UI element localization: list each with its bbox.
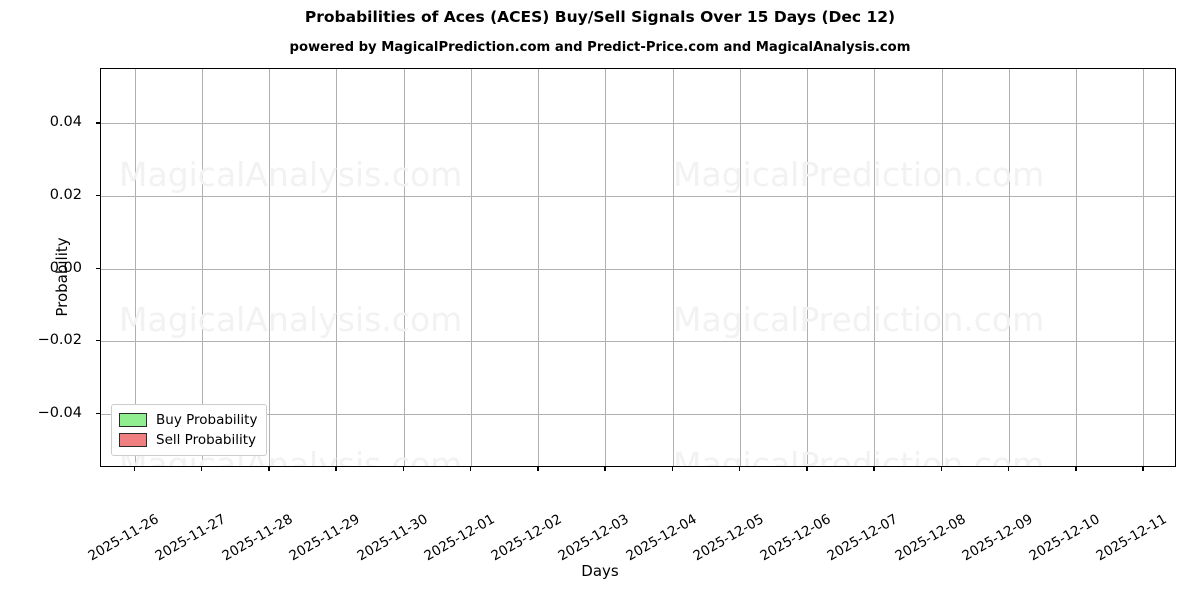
x-tick-label: 2025-12-02 bbox=[488, 511, 565, 565]
y-gridline bbox=[101, 413, 1175, 415]
x-gridline bbox=[807, 69, 809, 466]
x-gridline bbox=[605, 69, 607, 466]
x-tick-label: 2025-12-10 bbox=[1026, 511, 1103, 565]
y-tick-mark bbox=[96, 267, 100, 269]
watermark-magicalprediction: MagicalPrediction.com bbox=[673, 444, 1045, 467]
x-tick-label: 2025-11-29 bbox=[286, 511, 363, 565]
y-tick-mark bbox=[96, 122, 100, 124]
x-tick-label: 2025-12-01 bbox=[421, 511, 498, 565]
y-tick-mark bbox=[96, 340, 100, 342]
x-tick-label: 2025-12-03 bbox=[555, 511, 632, 565]
x-gridline bbox=[941, 69, 943, 466]
y-gridline bbox=[101, 341, 1175, 343]
x-gridline bbox=[874, 69, 876, 466]
x-tick-label: 2025-12-08 bbox=[892, 511, 969, 565]
x-tick-mark bbox=[671, 467, 674, 471]
legend-item[interactable]: Buy Probability bbox=[119, 410, 257, 430]
legend-label: Sell Probability bbox=[156, 432, 257, 448]
watermark-magicalprediction: MagicalPrediction.com bbox=[673, 299, 1045, 339]
y-tick-label: −0.04 bbox=[37, 404, 82, 421]
x-tick-label: 2025-11-27 bbox=[152, 511, 229, 565]
chart-subtitle: powered by MagicalPrediction.com and Pre… bbox=[289, 40, 911, 55]
x-tick-mark bbox=[200, 467, 203, 471]
x-gridline bbox=[538, 69, 540, 466]
x-tick-mark bbox=[335, 467, 337, 471]
x-gridline bbox=[1076, 69, 1078, 466]
x-gridline bbox=[1008, 69, 1010, 466]
watermark-magicalprediction: MagicalPrediction.com bbox=[673, 154, 1045, 194]
x-gridline bbox=[672, 69, 674, 466]
y-tick-mark bbox=[96, 194, 100, 197]
y-gridline bbox=[101, 195, 1175, 197]
legend-swatch-icon bbox=[119, 433, 147, 447]
x-gridline bbox=[201, 69, 203, 466]
x-tick-label: 2025-12-07 bbox=[824, 511, 901, 565]
x-tick-mark bbox=[1007, 467, 1010, 471]
watermark-magicalanalysis: MagicalAnalysis.com bbox=[119, 299, 463, 339]
y-gridline bbox=[101, 123, 1175, 125]
legend-label: Buy Probability bbox=[156, 412, 258, 428]
x-axis-title: Days bbox=[581, 562, 619, 580]
y-tick-label: −0.02 bbox=[37, 332, 82, 349]
x-gridline bbox=[403, 69, 405, 466]
watermark-magicalanalysis: MagicalAnalysis.com bbox=[119, 154, 463, 194]
x-tick-mark bbox=[873, 467, 875, 471]
x-tick-label: 2025-11-28 bbox=[219, 511, 296, 565]
x-tick-label: 2025-11-26 bbox=[85, 511, 162, 565]
x-tick-mark bbox=[537, 467, 539, 471]
y-tick-mark bbox=[96, 412, 100, 414]
legend-item[interactable]: Sell Probability bbox=[119, 430, 257, 450]
legend-swatch-icon bbox=[119, 413, 147, 427]
x-gridline bbox=[1143, 69, 1145, 466]
x-tick-mark bbox=[806, 467, 808, 471]
x-tick-label: 2025-12-11 bbox=[1093, 511, 1170, 565]
x-gridline bbox=[739, 69, 741, 466]
x-tick-mark bbox=[402, 467, 405, 471]
y-axis-title: Probability bbox=[53, 237, 71, 317]
x-tick-mark bbox=[268, 467, 270, 471]
x-gridline bbox=[336, 69, 338, 466]
y-gridline bbox=[101, 268, 1175, 270]
y-tick-label: 0.04 bbox=[49, 114, 82, 131]
x-tick-mark bbox=[133, 467, 136, 471]
x-tick-label: 2025-11-30 bbox=[354, 511, 431, 565]
legend: Buy Probability Sell Probability bbox=[111, 404, 268, 456]
x-tick-label: 2025-12-09 bbox=[959, 511, 1036, 565]
x-tick-mark bbox=[1142, 467, 1144, 471]
x-tick-label: 2025-12-04 bbox=[623, 511, 700, 565]
watermark-row: MagicalAnalysis.com MagicalPrediction.com bbox=[101, 151, 1175, 197]
x-tick-mark bbox=[1075, 467, 1077, 471]
x-tick-label: 2025-12-06 bbox=[757, 511, 834, 565]
x-tick-mark bbox=[469, 467, 472, 471]
x-tick-mark bbox=[604, 467, 606, 471]
x-tick-mark bbox=[940, 467, 943, 471]
x-gridline bbox=[134, 69, 136, 466]
page-title: Probabilities of Aces (ACES) Buy/Sell Si… bbox=[304, 8, 896, 26]
y-tick-label: 0.02 bbox=[49, 186, 82, 203]
x-gridline bbox=[470, 69, 472, 466]
watermark-row: MagicalAnalysis.com MagicalPrediction.com bbox=[101, 296, 1175, 342]
x-tick-mark bbox=[738, 467, 741, 471]
y-tick-label: 0.00 bbox=[49, 259, 82, 276]
x-gridline bbox=[269, 69, 271, 466]
x-tick-label: 2025-12-05 bbox=[690, 511, 767, 565]
